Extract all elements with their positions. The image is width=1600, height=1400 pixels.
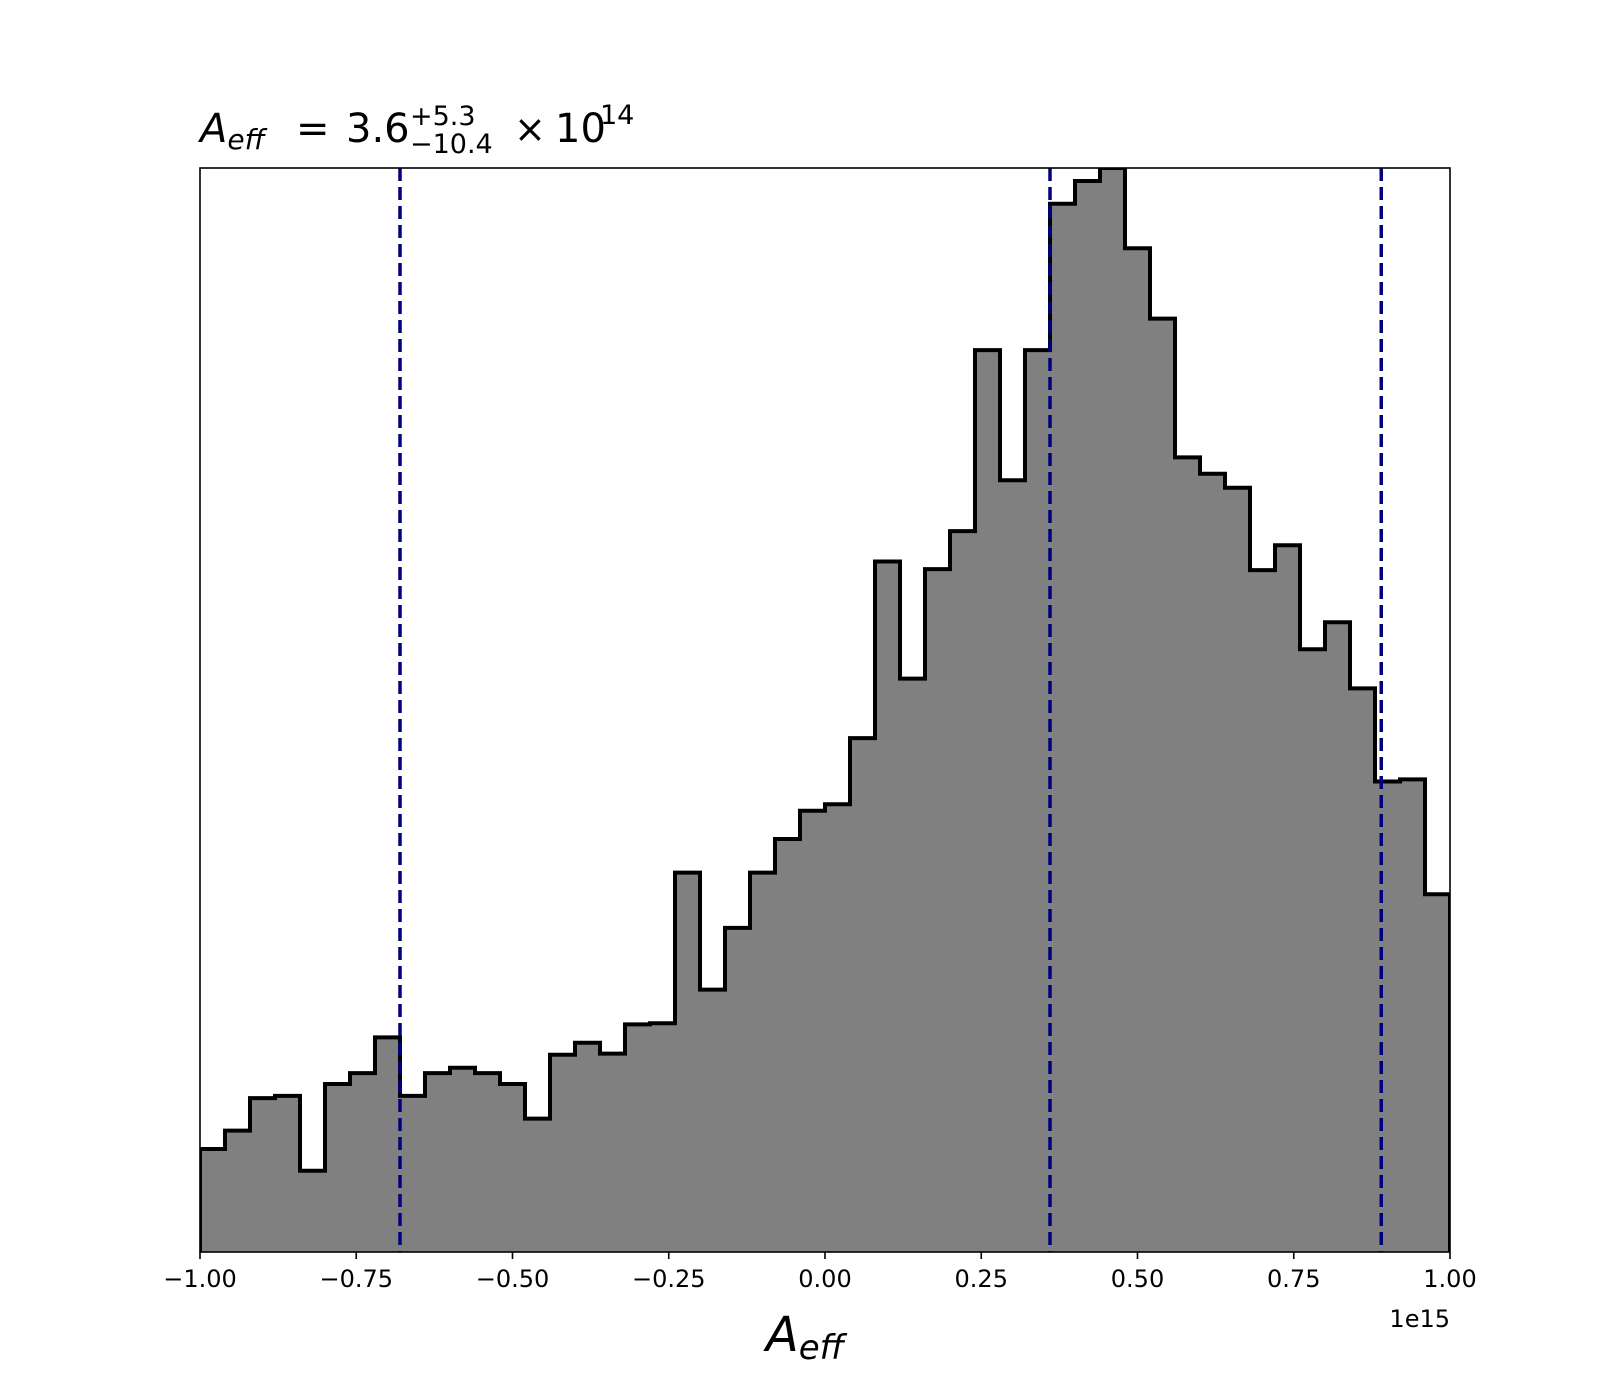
histogram-bar — [1175, 457, 1200, 1252]
histogram-bar — [800, 810, 825, 1252]
x-offset-label: 1e15 — [1389, 1305, 1450, 1333]
histogram-bar — [825, 804, 850, 1252]
histogram-bar — [275, 1095, 300, 1252]
x-axis-label-subscript: eff — [799, 1328, 848, 1368]
histogram-bar — [1125, 248, 1150, 1252]
title-symbol: A — [197, 106, 227, 152]
histogram-bar — [725, 927, 750, 1252]
x-tick-label: 0.25 — [955, 1265, 1008, 1293]
x-tick-label: 1.00 — [1423, 1265, 1476, 1293]
histogram-bar — [1425, 894, 1450, 1252]
title-lower: −10.4 — [410, 129, 493, 160]
histogram-bar — [1050, 203, 1075, 1252]
title: Aeff = 3.6 +5.3 −10.4 × 10 14 — [197, 100, 634, 160]
histogram-bar — [250, 1098, 275, 1252]
histogram-bar — [675, 872, 700, 1252]
histogram-bar — [475, 1073, 500, 1252]
title-exponent: 14 — [600, 100, 634, 131]
histogram-bar — [1250, 570, 1275, 1252]
histogram-bar — [300, 1170, 325, 1252]
histogram-bar — [375, 1037, 400, 1252]
x-axis-label: Aeff — [763, 1307, 848, 1368]
histogram-bar — [1000, 480, 1025, 1252]
histogram-bar — [325, 1083, 350, 1252]
histogram-bar — [950, 531, 975, 1252]
plot-content — [200, 168, 1450, 1252]
histogram-bar — [1100, 168, 1125, 1252]
histogram-bar — [925, 569, 950, 1252]
x-tick-label: 0.50 — [1111, 1265, 1164, 1293]
histogram-bar — [350, 1073, 375, 1252]
histogram-bar — [1400, 779, 1425, 1252]
histogram-bar — [1350, 688, 1375, 1252]
title-times: × — [514, 107, 546, 151]
histogram-bar — [1375, 781, 1400, 1252]
histogram-bar — [1300, 649, 1325, 1252]
x-tick-label: −1.00 — [163, 1265, 237, 1293]
histogram-bar — [575, 1042, 600, 1252]
histogram-bar — [1275, 545, 1300, 1252]
histogram-bar — [450, 1067, 475, 1252]
histogram-bar — [1225, 487, 1250, 1252]
x-axis-label-symbol: A — [763, 1307, 799, 1363]
x-tick-label: −0.75 — [319, 1265, 393, 1293]
title-value: 3.6 — [346, 106, 410, 152]
histogram-bar — [650, 1023, 675, 1252]
histogram-bar — [600, 1053, 625, 1252]
histogram-bar — [1200, 473, 1225, 1252]
histogram-bar — [750, 872, 775, 1252]
histogram-bar — [1150, 318, 1175, 1252]
histogram-bar — [425, 1073, 450, 1252]
x-tick-label: −0.50 — [476, 1265, 550, 1293]
histogram-bar — [625, 1024, 650, 1252]
x-axis: −1.00 −0.75 −0.50 −0.25 0.00 0.25 0.50 0.75 1.00 — [163, 1252, 1477, 1293]
histogram-bar — [525, 1118, 550, 1252]
plot-area — [199, 167, 1451, 1253]
histogram-bar — [400, 1095, 425, 1252]
histogram-bar — [1325, 622, 1350, 1252]
histogram-bar — [700, 989, 725, 1252]
svg-text:Aeff=3.6: Aeff = 3.6 — [197, 106, 410, 156]
histogram-bar — [1025, 350, 1050, 1252]
histogram-bar — [775, 838, 800, 1252]
x-tick-label: 0.75 — [1267, 1265, 1320, 1293]
histogram-bar — [225, 1130, 250, 1252]
title-base: 10 — [555, 106, 606, 152]
histogram-bar — [975, 350, 1000, 1252]
histogram-bar — [900, 678, 925, 1252]
histogram-bar — [200, 1149, 225, 1252]
histogram-bar — [850, 738, 875, 1252]
x-tick-label: 0.00 — [798, 1265, 851, 1293]
histogram-bar — [1075, 181, 1100, 1252]
title-upper: +5.3 — [410, 101, 476, 132]
title-equals: = — [296, 106, 330, 152]
histogram-bar — [500, 1083, 525, 1252]
histogram-bar — [875, 561, 900, 1252]
histogram-bar — [550, 1054, 575, 1252]
x-tick-label: −0.25 — [632, 1265, 706, 1293]
title-subscript: eff — [227, 123, 267, 156]
